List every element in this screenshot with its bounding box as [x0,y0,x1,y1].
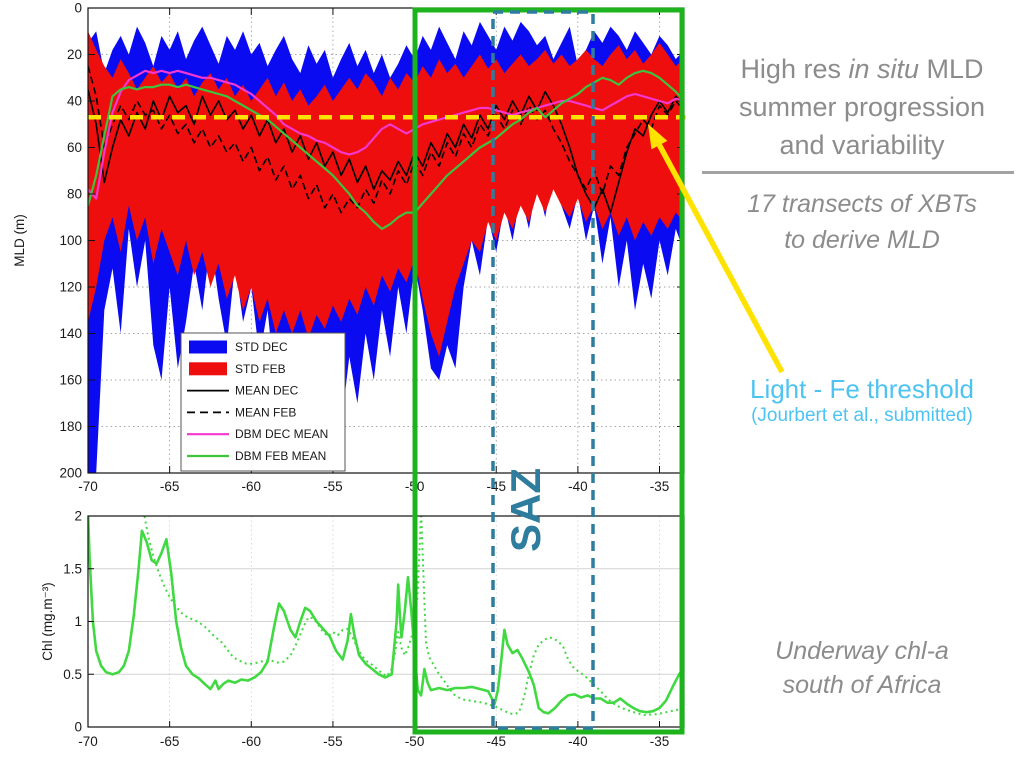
title-italic-in-situ: in situ [848,54,920,84]
bottom-xtick-label: -65 [160,734,180,749]
top-xtick-label: -35 [650,479,670,494]
bottom-xtick-label: -70 [78,734,98,749]
legend: STD DEC STD FEB MEAN DEC MEAN FEB DBM DEC ME… [180,332,346,472]
top-xtick-label: -55 [323,479,343,494]
top-ytick-label: 200 [59,466,82,481]
bottom-xtick-label: -40 [568,734,588,749]
bottom-ytick-label: 2 [74,509,82,524]
legend-label: MEAN FEB [235,405,296,419]
legend-label: MEAN DEC [235,384,299,398]
mld-chart: -70 -65 -60 -55 -50 -45 -40 -350204060801001201… [12,1,686,494]
bottom-xtick-label: -35 [650,734,670,749]
bottom-xtick-label: -45 [486,734,506,749]
bottom-ytick-label: 0.5 [63,667,82,682]
top-ytick-label: 160 [59,373,82,388]
legend-swatch [189,362,227,376]
overlays: SAZ [412,7,785,735]
title-line-3: and variability [779,130,945,160]
saz-label: SAZ [502,468,549,552]
std-envelope-std-feb [88,31,684,357]
bottom-xtick-label: -60 [242,734,262,749]
legend-swatch [189,340,227,354]
legend-label: STD FEB [235,362,286,376]
xbt-note-line-2: to derive MLD [784,226,940,254]
bottom-ytick-label: 1 [74,614,82,629]
legend-label: STD DEC [235,340,288,354]
mld-axis-label: MLD (m) [12,214,27,267]
chl-chart: -70 -65 -60 -55 -50 -45 -40 -35 0 0.5 1 1.5 2 Chl (mg… [40,509,685,749]
top-xtick-label: -70 [78,479,98,494]
bottom-xtick-label: -50 [405,734,425,749]
underway-note-line-2: south of Africa [782,671,942,699]
light-fe-heading: Light - Fe threshold [749,374,974,404]
mld-series [88,21,684,473]
top-ytick-label: 20 [67,47,82,62]
light-fe-annotation: Light - Fe threshold (Jourbert et al., s… [700,374,1024,428]
legend-label: DBM FEB MEAN [235,449,326,463]
title-seg2: MLD [919,54,984,84]
top-ytick-label: 180 [59,419,82,434]
chl-series [88,516,684,717]
chl-line-solid [88,516,684,715]
title-line-1: High res in situ MLD [700,50,1024,88]
top-ytick-label: 60 [67,140,82,155]
underway-note: Underway chl-a south of Africa [700,634,1024,702]
top-xtick-label: -40 [568,479,588,494]
bottom-ytick-label: 1.5 [63,561,82,576]
slide-title: High res in situ MLD summer progression … [700,50,1024,164]
title-seg1: High res [740,54,849,84]
underway-note-line-1: Underway chl-a [775,637,949,665]
top-ytick-label: 0 [74,1,82,16]
title-line-2: summer progression [738,92,986,122]
mean-line-dbm-dec-mean [88,69,684,200]
top-ytick-label: 40 [67,94,82,109]
top-xtick-label: -65 [160,479,180,494]
top-ytick-label: 100 [59,233,82,248]
light-fe-citation: (Jourbert et al., submitted) [751,405,973,426]
xbt-note-line-1: 17 transects of XBTs [747,190,977,218]
mean-line-dbm-feb-mean [88,69,684,230]
threshold-arrow-head [648,124,668,150]
threshold-arrow-shaft [656,143,785,374]
chl-axis-label: Chl (mg.m⁻³) [40,582,55,660]
mean-line-mean-feb [88,65,684,214]
top-ytick-label: 140 [59,326,82,341]
green-highlight-box [412,7,685,735]
xbt-note: 17 transects of XBTs to derive MLD [700,186,1024,258]
top-ytick-label: 80 [67,187,82,202]
legend-label: DBM DEC MEAN [235,427,328,441]
mean-line-mean-dec [88,89,684,214]
bottom-ytick-label: 0 [74,720,82,735]
legend-box [180,332,346,472]
top-xtick-label: -60 [242,479,262,494]
divider-line [702,171,1014,174]
top-ytick-label: 120 [59,280,82,295]
bottom-xtick-label: -55 [323,734,343,749]
